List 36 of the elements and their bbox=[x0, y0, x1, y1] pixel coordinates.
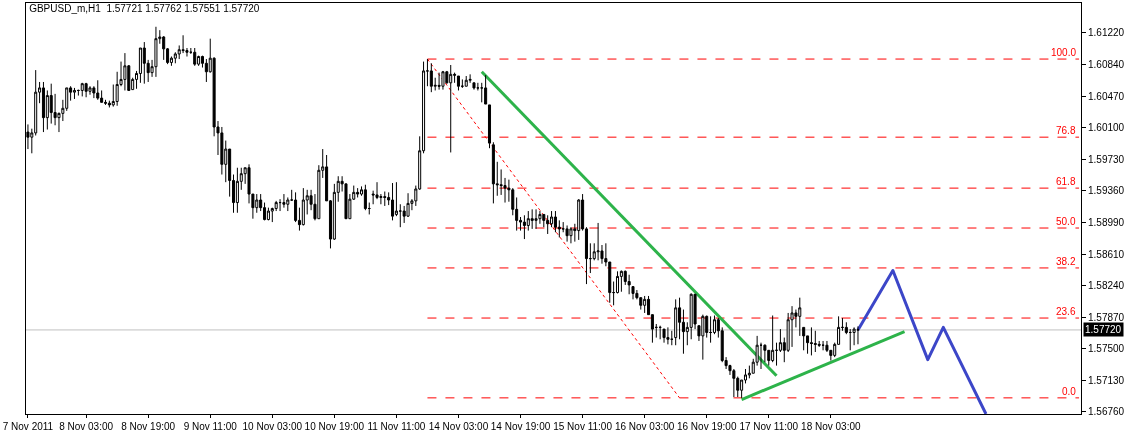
y-tick-label: 1.60470 bbox=[1088, 90, 1125, 102]
y-tick-label: 1.56760 bbox=[1088, 405, 1125, 417]
y-tick-label: 1.58990 bbox=[1088, 216, 1125, 228]
series-label: 38.2 bbox=[1056, 256, 1076, 267]
x-tick-label: 17 Nov 11:00 bbox=[739, 421, 799, 432]
x-tick-label: 15 Nov 11:00 bbox=[553, 421, 613, 432]
series-label: 61.8 bbox=[1056, 176, 1076, 187]
chart-title: GBPUSD_m,H1 1.57721 1.57762 1.57551 1.57720 bbox=[29, 3, 260, 14]
y-tick-label: 1.58240 bbox=[1088, 280, 1125, 292]
x-tick-label: 10 Nov 19:00 bbox=[304, 421, 365, 432]
x-tick-label: 8 Nov 19:00 bbox=[121, 421, 176, 432]
x-tick-label: 18 Nov 03:00 bbox=[801, 421, 862, 432]
x-tick-label: 9 Nov 11:00 bbox=[183, 421, 238, 432]
series-label: 50.0 bbox=[1056, 216, 1076, 227]
y-tick-label: 1.59360 bbox=[1088, 185, 1125, 197]
x-tick-label: 14 Nov 19:00 bbox=[490, 421, 551, 432]
x-tick-label: 16 Nov 03:00 bbox=[614, 421, 675, 432]
y-tick-label: 1.60100 bbox=[1088, 122, 1125, 134]
y-tick-label: 1.57870 bbox=[1088, 311, 1125, 323]
series-label: 0.0 bbox=[1062, 386, 1077, 397]
x-tick-label: 11 Nov 11:00 bbox=[367, 421, 426, 432]
y-tick-label: 1.57130 bbox=[1088, 374, 1125, 386]
y-tick-label: 1.60840 bbox=[1088, 59, 1125, 71]
x-tick-label: 8 Nov 03:00 bbox=[59, 421, 114, 432]
y-tick-label: 1.57500 bbox=[1088, 343, 1125, 355]
series-label: 76.8 bbox=[1056, 125, 1076, 136]
series-label: 100.0 bbox=[1051, 47, 1077, 58]
x-tick-label: 14 Nov 03:00 bbox=[428, 421, 489, 432]
x-tick-label: 16 Nov 19:00 bbox=[676, 421, 737, 432]
y-tick-label: 1.61220 bbox=[1088, 27, 1125, 39]
x-tick-label: 10 Nov 03:00 bbox=[242, 421, 303, 432]
y-tick-label: 1.58610 bbox=[1088, 248, 1125, 260]
y-tick-label: 1.59730 bbox=[1088, 153, 1125, 165]
series-label: 23.6 bbox=[1056, 306, 1076, 317]
x-tick-label: 7 Nov 2011 bbox=[2, 421, 54, 432]
ref-line-label: 1.57720 bbox=[1085, 324, 1122, 335]
